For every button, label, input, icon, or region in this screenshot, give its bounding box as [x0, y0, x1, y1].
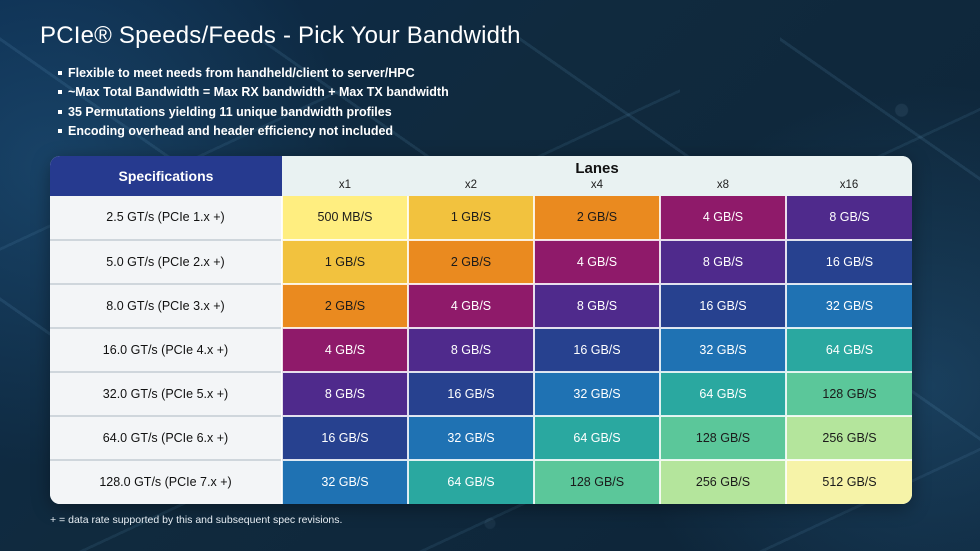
- bandwidth-cell: 8 GB/S: [660, 240, 786, 284]
- bandwidth-cell: 16 GB/S: [408, 372, 534, 416]
- column-header-lane: x2: [408, 178, 534, 196]
- bullet-item: 35 Permutations yielding 11 unique bandw…: [58, 103, 940, 122]
- bandwidth-cell: 8 GB/S: [786, 196, 912, 240]
- bandwidth-cell: 4 GB/S: [282, 328, 408, 372]
- bullet-item: ~Max Total Bandwidth = Max RX bandwidth …: [58, 83, 940, 102]
- slide: PCIe® Speeds/Feeds - Pick Your Bandwidth…: [0, 0, 980, 551]
- bandwidth-cell: 4 GB/S: [408, 284, 534, 328]
- table-row: 5.0 GT/s (PCIe 2.x +)1 GB/S2 GB/S4 GB/S8…: [50, 240, 912, 284]
- bandwidth-cell: 128 GB/S: [660, 416, 786, 460]
- bandwidth-cell: 1 GB/S: [408, 196, 534, 240]
- bullet-item: Encoding overhead and header efficiency …: [58, 122, 940, 141]
- bandwidth-cell: 2 GB/S: [408, 240, 534, 284]
- spec-cell: 8.0 GT/s (PCIe 3.x +): [50, 284, 282, 328]
- bandwidth-cell: 256 GB/S: [660, 460, 786, 504]
- table-row: 128.0 GT/s (PCIe 7.x +)32 GB/S64 GB/S128…: [50, 460, 912, 504]
- bandwidth-cell: 2 GB/S: [282, 284, 408, 328]
- bandwidth-cell: 32 GB/S: [786, 284, 912, 328]
- table-body: 2.5 GT/s (PCIe 1.x +)500 MB/S1 GB/S2 GB/…: [50, 196, 912, 504]
- bandwidth-cell: 4 GB/S: [534, 240, 660, 284]
- bandwidth-cell: 1 GB/S: [282, 240, 408, 284]
- bandwidth-cell: 4 GB/S: [660, 196, 786, 240]
- column-header-lane: x16: [786, 178, 912, 196]
- spec-cell: 5.0 GT/s (PCIe 2.x +): [50, 240, 282, 284]
- bandwidth-cell: 64 GB/S: [786, 328, 912, 372]
- bandwidth-cell: 32 GB/S: [408, 416, 534, 460]
- column-header-lane: x8: [660, 178, 786, 196]
- table-row: 8.0 GT/s (PCIe 3.x +)2 GB/S4 GB/S8 GB/S1…: [50, 284, 912, 328]
- bandwidth-cell: 16 GB/S: [282, 416, 408, 460]
- bandwidth-cell: 32 GB/S: [534, 372, 660, 416]
- spec-cell: 2.5 GT/s (PCIe 1.x +): [50, 196, 282, 240]
- column-header-lanes: Lanes: [282, 156, 912, 178]
- bandwidth-cell: 500 MB/S: [282, 196, 408, 240]
- table-head: Specifications Lanes x1 x2 x4 x8 x16: [50, 156, 912, 196]
- table-row: 32.0 GT/s (PCIe 5.x +)8 GB/S16 GB/S32 GB…: [50, 372, 912, 416]
- table-row: 16.0 GT/s (PCIe 4.x +)4 GB/S8 GB/S16 GB/…: [50, 328, 912, 372]
- spec-cell: 128.0 GT/s (PCIe 7.x +): [50, 460, 282, 504]
- bandwidth-cell: 256 GB/S: [786, 416, 912, 460]
- footnote: + = data rate supported by this and subs…: [50, 514, 940, 526]
- bullet-item: Flexible to meet needs from handheld/cli…: [58, 64, 940, 83]
- bandwidth-cell: 32 GB/S: [282, 460, 408, 504]
- bandwidth-cell: 8 GB/S: [408, 328, 534, 372]
- bandwidth-table: Specifications Lanes x1 x2 x4 x8 x16 2.5…: [50, 156, 912, 504]
- bandwidth-cell: 128 GB/S: [786, 372, 912, 416]
- spec-cell: 64.0 GT/s (PCIe 6.x +): [50, 416, 282, 460]
- bandwidth-cell: 128 GB/S: [534, 460, 660, 504]
- bandwidth-cell: 32 GB/S: [660, 328, 786, 372]
- bandwidth-cell: 64 GB/S: [660, 372, 786, 416]
- column-header-spec: Specifications: [50, 156, 282, 196]
- bandwidth-cell: 8 GB/S: [534, 284, 660, 328]
- bullet-list: Flexible to meet needs from handheld/cli…: [40, 64, 940, 142]
- page-title: PCIe® Speeds/Feeds - Pick Your Bandwidth: [40, 22, 940, 50]
- column-header-lane: x4: [534, 178, 660, 196]
- table-row: 2.5 GT/s (PCIe 1.x +)500 MB/S1 GB/S2 GB/…: [50, 196, 912, 240]
- bandwidth-cell: 64 GB/S: [534, 416, 660, 460]
- spec-cell: 32.0 GT/s (PCIe 5.x +): [50, 372, 282, 416]
- bandwidth-cell: 64 GB/S: [408, 460, 534, 504]
- bandwidth-cell: 8 GB/S: [282, 372, 408, 416]
- spec-cell: 16.0 GT/s (PCIe 4.x +): [50, 328, 282, 372]
- bandwidth-cell: 16 GB/S: [786, 240, 912, 284]
- column-header-lane: x1: [282, 178, 408, 196]
- bandwidth-cell: 16 GB/S: [660, 284, 786, 328]
- bandwidth-cell: 512 GB/S: [786, 460, 912, 504]
- bandwidth-cell: 16 GB/S: [534, 328, 660, 372]
- bandwidth-cell: 2 GB/S: [534, 196, 660, 240]
- table-row: 64.0 GT/s (PCIe 6.x +)16 GB/S32 GB/S64 G…: [50, 416, 912, 460]
- bandwidth-table-container: Specifications Lanes x1 x2 x4 x8 x16 2.5…: [50, 156, 912, 504]
